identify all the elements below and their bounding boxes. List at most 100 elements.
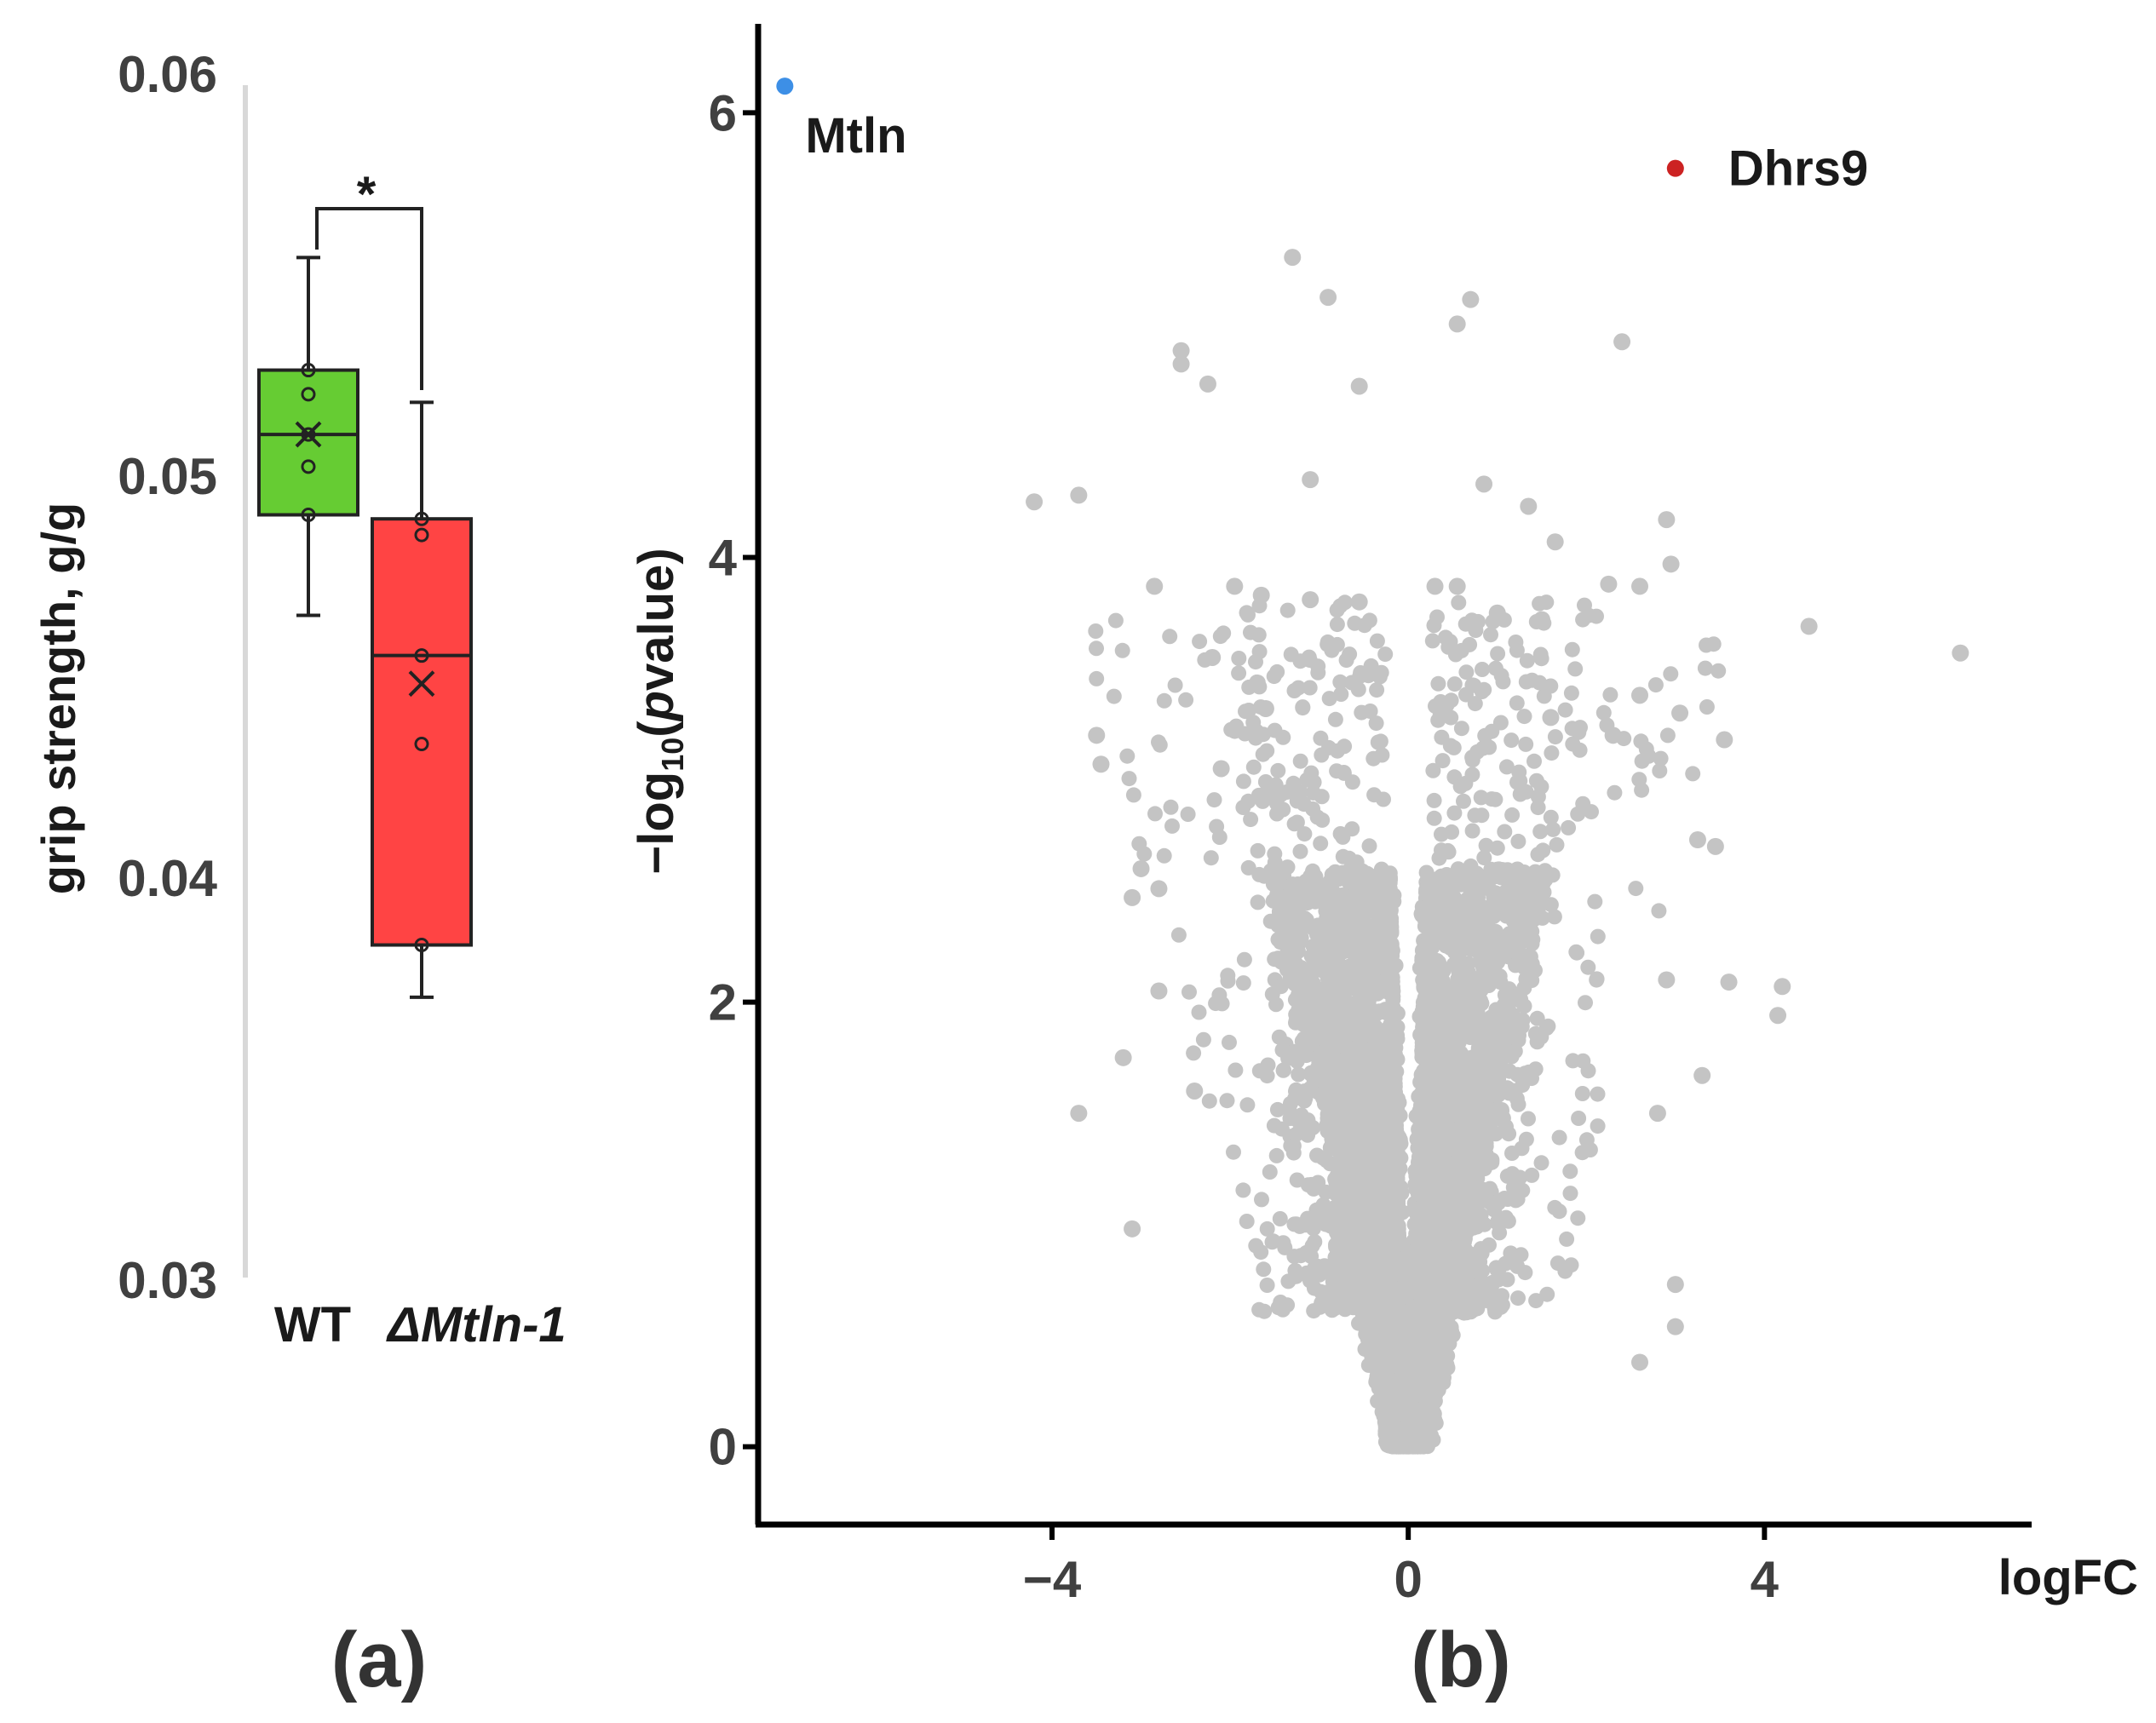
gene-point bbox=[1498, 759, 1515, 775]
gene-point bbox=[1147, 806, 1163, 822]
gene-point bbox=[1497, 824, 1513, 840]
gene-point bbox=[1391, 1228, 1406, 1244]
category-label-mtln: ΔMtln-1 bbox=[386, 1297, 566, 1353]
gene-point bbox=[1561, 819, 1577, 836]
gene-point bbox=[1524, 973, 1540, 988]
gene-point bbox=[1235, 773, 1251, 790]
box-point-wt bbox=[301, 387, 316, 402]
gene-point bbox=[1334, 1136, 1350, 1152]
box-point-wt bbox=[301, 507, 316, 522]
gene-point bbox=[1272, 1211, 1288, 1226]
gene-point bbox=[1203, 850, 1219, 866]
gene-point bbox=[1710, 663, 1727, 679]
gene-point bbox=[1121, 771, 1137, 787]
gene-point bbox=[1574, 1086, 1590, 1101]
gene-point bbox=[1578, 995, 1593, 1011]
gene-point bbox=[1407, 1203, 1423, 1220]
box-point-mtln bbox=[414, 527, 429, 543]
box-point-mtln bbox=[414, 737, 429, 752]
gene-point bbox=[1571, 724, 1587, 740]
gene-point bbox=[1422, 881, 1438, 896]
gene-point bbox=[1407, 1370, 1423, 1387]
gene-point bbox=[1487, 660, 1503, 676]
panel-a-boxplot: 0.06 0.05 0.04 0.03 grip strength, g/g *… bbox=[32, 46, 566, 1703]
gene-point bbox=[1390, 1207, 1406, 1223]
gene-point bbox=[1516, 998, 1532, 1014]
gene-point bbox=[1395, 1278, 1411, 1295]
gene-point bbox=[1180, 807, 1196, 822]
gene-point bbox=[1227, 1062, 1244, 1078]
box-point-wt bbox=[301, 427, 316, 442]
box-point-mtln bbox=[414, 938, 429, 953]
gene-point bbox=[1634, 782, 1650, 798]
gene-point bbox=[1418, 1382, 1434, 1398]
gene-point bbox=[1425, 914, 1441, 930]
gene-point bbox=[1426, 792, 1442, 808]
gene-point bbox=[1236, 951, 1252, 968]
gene-point bbox=[1394, 1367, 1411, 1383]
gene-point bbox=[1433, 1320, 1449, 1336]
gene-point bbox=[1364, 1320, 1380, 1336]
gene-point bbox=[1453, 721, 1469, 737]
gene-point bbox=[1251, 644, 1268, 660]
box-point-wt bbox=[301, 363, 316, 378]
panel-a-label: (a) bbox=[331, 1617, 427, 1703]
gene-point bbox=[1361, 1334, 1377, 1350]
point-cloud bbox=[1088, 594, 1727, 1455]
gene-point bbox=[1452, 945, 1468, 962]
gene-point bbox=[1368, 715, 1384, 732]
gene-point bbox=[1365, 750, 1382, 767]
gene-point bbox=[1503, 933, 1519, 949]
panel-a-y-tick-0: 0.06 bbox=[118, 46, 217, 103]
gene-point bbox=[1420, 1357, 1436, 1373]
gene-point bbox=[1415, 1433, 1431, 1449]
gene-point bbox=[1327, 711, 1343, 727]
gene-point bbox=[1476, 850, 1492, 866]
gene-point bbox=[1385, 980, 1400, 996]
gene-point bbox=[1519, 652, 1535, 669]
gene-point bbox=[1385, 991, 1401, 1008]
gene-point bbox=[1291, 1066, 1307, 1083]
gene-point bbox=[1518, 736, 1534, 752]
gene-point bbox=[1401, 1438, 1417, 1454]
gene-point bbox=[1456, 793, 1471, 809]
gene-point bbox=[1441, 1335, 1457, 1352]
gene-point bbox=[1226, 1144, 1241, 1160]
box-mtln bbox=[371, 517, 473, 947]
gene-point bbox=[1412, 1074, 1429, 1090]
gene-point bbox=[1231, 651, 1247, 666]
gene-point bbox=[1390, 1091, 1406, 1107]
gene-point bbox=[1401, 1400, 1417, 1416]
gene-point bbox=[1361, 838, 1377, 854]
gene-point bbox=[1499, 862, 1515, 878]
gene-point bbox=[1411, 1284, 1427, 1300]
gene-point bbox=[1240, 606, 1256, 623]
category-label-wt: WT bbox=[274, 1297, 351, 1353]
gene-point bbox=[1415, 1402, 1431, 1418]
gene-point bbox=[1378, 1417, 1394, 1433]
gene-point bbox=[1421, 959, 1436, 975]
gene-point bbox=[1409, 1416, 1425, 1433]
gene-point bbox=[1458, 664, 1475, 681]
gene-point bbox=[1422, 1218, 1438, 1234]
gene-point bbox=[1433, 1363, 1448, 1379]
gene-point bbox=[1389, 1005, 1406, 1021]
panel-a-y-axis-label: grip strength, g/g bbox=[32, 503, 85, 894]
gene-point bbox=[1435, 962, 1452, 979]
category-label-mtln-text: ΔMtln-1 bbox=[386, 1297, 566, 1353]
gene-point bbox=[1243, 812, 1259, 828]
gene-point bbox=[1089, 670, 1105, 686]
gene-point bbox=[1663, 666, 1679, 682]
gene-point bbox=[1426, 810, 1442, 826]
gene-point bbox=[1388, 1111, 1404, 1126]
gene-point bbox=[1425, 762, 1441, 778]
gene-point bbox=[1162, 629, 1178, 645]
gene-point bbox=[1602, 686, 1618, 703]
gene-point bbox=[1186, 1045, 1202, 1061]
gene-point bbox=[1377, 646, 1394, 663]
mean-marker-mtln bbox=[408, 670, 435, 698]
gene-point bbox=[1551, 1129, 1567, 1146]
gene-point bbox=[1388, 1152, 1404, 1168]
gene-point bbox=[1369, 633, 1385, 649]
significance-marker: * bbox=[357, 167, 377, 222]
